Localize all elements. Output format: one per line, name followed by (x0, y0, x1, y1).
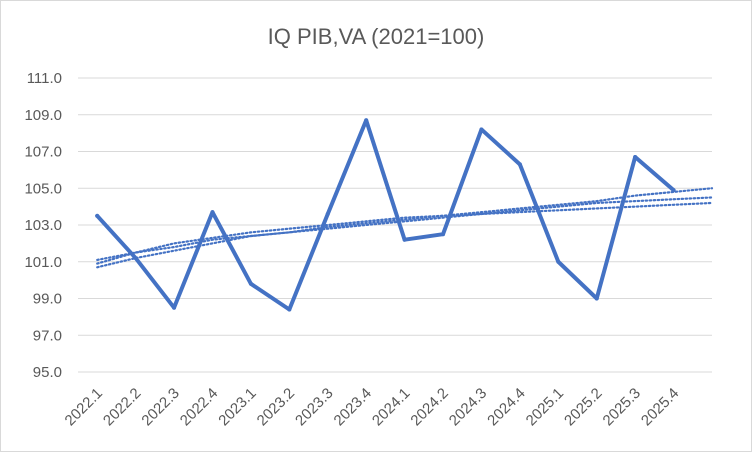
data-point (402, 237, 407, 242)
x-tick-label: 2022.3 (138, 385, 182, 429)
data-point (479, 127, 484, 132)
x-tick-label: 2024.4 (484, 385, 528, 429)
data-point (172, 305, 177, 310)
series-line (95, 118, 676, 312)
trendline (96, 187, 714, 269)
data-point (248, 281, 253, 286)
y-tick-label: 105.0 (24, 180, 62, 197)
y-tick-label: 107.0 (24, 144, 62, 161)
y-tick-label: 95.0 (33, 364, 62, 381)
x-tick-label: 2023.2 (254, 385, 298, 429)
y-tick-label: 97.0 (33, 327, 62, 344)
chart-title: IQ PIB,VA (2021=100) (268, 24, 485, 49)
x-tick-label: 2024.1 (369, 385, 413, 429)
data-point (633, 155, 638, 160)
x-tick-label: 2023.3 (292, 385, 336, 429)
data-point (133, 256, 138, 261)
data-point (210, 210, 215, 215)
x-tick-label: 2025.2 (561, 385, 605, 429)
data-point (364, 118, 369, 123)
data-point (671, 188, 676, 193)
x-tick-label: 2025.1 (523, 385, 567, 429)
data-point (325, 211, 330, 216)
x-tick-label: 2025.3 (600, 385, 644, 429)
data-point (556, 259, 561, 264)
data-point (441, 232, 446, 237)
y-tick-label: 101.0 (24, 254, 62, 271)
data-point (287, 307, 292, 312)
data-point (95, 213, 100, 218)
y-tick-label: 99.0 (33, 291, 62, 308)
x-tick-label: 2023.4 (331, 385, 375, 429)
data-point (517, 162, 522, 167)
x-tick-label: 2023.1 (215, 385, 259, 429)
y-tick-label: 109.0 (24, 107, 62, 124)
y-tick-label: 103.0 (24, 217, 62, 234)
x-tick-label: 2024.3 (446, 385, 490, 429)
y-tick-label: 111.0 (27, 70, 62, 87)
x-tick-label: 2024.2 (407, 385, 451, 429)
data-point (594, 296, 599, 301)
x-tick-label: 2025.4 (638, 385, 682, 429)
x-tick-label: 2022.4 (177, 385, 221, 429)
x-tick-label: 2022.2 (100, 385, 144, 429)
x-tick-label: 2022.1 (62, 385, 106, 429)
